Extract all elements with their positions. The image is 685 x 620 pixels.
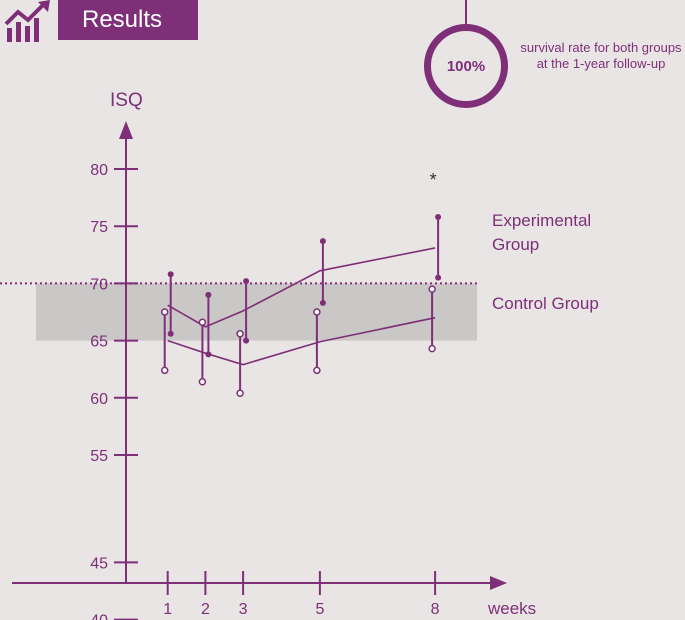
x-tick-label: 8 bbox=[431, 601, 440, 618]
data-point bbox=[167, 271, 174, 278]
data-point bbox=[236, 389, 244, 397]
data-point bbox=[198, 318, 207, 327]
x-tick-label: 1 bbox=[163, 601, 172, 618]
y-tick-label: 70 bbox=[90, 276, 108, 293]
data-point bbox=[313, 366, 321, 375]
series-line bbox=[167, 316, 436, 366]
x-tick-label: 5 bbox=[315, 601, 324, 618]
data-point bbox=[435, 274, 442, 281]
data-point bbox=[319, 299, 326, 306]
x-axis-label: weeks bbox=[487, 599, 536, 618]
significance-marker: * bbox=[430, 170, 437, 190]
legend-control: Control Group bbox=[492, 294, 599, 313]
data-point bbox=[428, 344, 436, 353]
legend-experimental: Experimental Group bbox=[492, 211, 591, 254]
x-tick-label: 2 bbox=[201, 601, 210, 618]
data-point bbox=[319, 238, 326, 245]
data-point bbox=[435, 214, 442, 221]
data-point bbox=[313, 308, 321, 316]
data-point bbox=[167, 330, 174, 337]
series-line bbox=[167, 247, 436, 328]
control-band bbox=[36, 283, 477, 341]
chart-growth-icon bbox=[4, 0, 50, 42]
y-tick-label: 80 bbox=[90, 162, 108, 179]
data-point bbox=[243, 278, 250, 285]
y-tick-label: 55 bbox=[90, 448, 108, 465]
page-title: Results bbox=[58, 0, 198, 40]
x-tick-label: 3 bbox=[239, 601, 248, 618]
y-tick-label: 75 bbox=[90, 219, 108, 236]
survival-badge: 100% bbox=[424, 24, 508, 108]
data-point bbox=[205, 291, 212, 298]
x-axis-arrow bbox=[490, 576, 507, 590]
data-point bbox=[160, 366, 169, 375]
badge-tick bbox=[465, 0, 467, 26]
data-point bbox=[236, 329, 244, 338]
data-point bbox=[198, 378, 207, 386]
y-tick-label: 65 bbox=[90, 334, 108, 351]
y-tick-label: 60 bbox=[90, 391, 108, 408]
y-axis-arrow bbox=[119, 121, 133, 139]
survival-note: survival rate for both groups at the 1-y… bbox=[520, 40, 682, 71]
y-tick-label: 40 bbox=[90, 613, 108, 620]
y-axis-label: ISQ bbox=[110, 90, 143, 111]
data-point bbox=[243, 337, 250, 344]
data-point bbox=[160, 308, 169, 316]
data-point bbox=[428, 285, 436, 293]
y-tick-label: 45 bbox=[90, 555, 108, 572]
